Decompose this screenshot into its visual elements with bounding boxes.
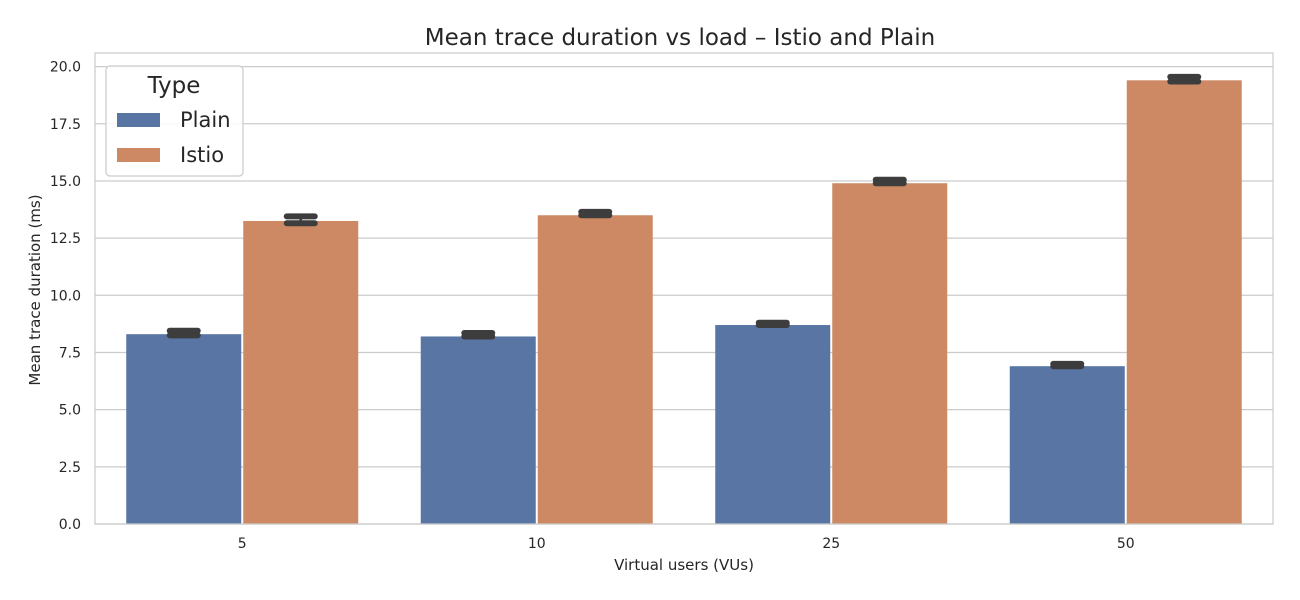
y-tick-label: 7.5	[59, 345, 81, 361]
y-tick-label: 10.0	[50, 288, 81, 304]
bars	[126, 80, 1242, 525]
y-tick-label: 0.0	[59, 517, 81, 533]
bar-plain	[1009, 366, 1125, 524]
bar-istio	[243, 220, 359, 524]
legend-swatch-istio	[117, 148, 160, 162]
y-tick-label: 12.5	[50, 231, 81, 247]
bar-istio	[1126, 80, 1242, 525]
bar-plain	[715, 325, 831, 524]
y-tick-label: 2.5	[59, 460, 81, 476]
x-tick-label: 50	[1117, 536, 1135, 552]
legend-label-plain: Plain	[180, 108, 231, 132]
bar-plain	[420, 336, 536, 524]
x-tick-label: 10	[528, 536, 546, 552]
plot-frame	[94, 52, 1274, 525]
y-tick-label: 15.0	[50, 174, 81, 190]
legend: Type Plain Istio	[105, 65, 244, 177]
x-tick-label: 25	[822, 536, 840, 552]
error-bars	[166, 73, 1202, 370]
y-tick-label: 17.5	[50, 117, 81, 133]
legend-title: Type	[147, 73, 201, 99]
bar-istio	[832, 183, 948, 524]
legend-label-istio: Istio	[180, 143, 224, 167]
bar-plain	[126, 334, 242, 524]
x-tick-label: 5	[238, 536, 247, 552]
y-tick-labels: 0.0 2.5 5.0 7.5 10.0 12.5 15.0 17.5 20.0	[50, 60, 81, 533]
bar-istio	[537, 215, 653, 524]
chart-title: Mean trace duration vs load – Istio and …	[425, 25, 935, 51]
y-tick-label: 5.0	[59, 403, 81, 419]
legend-swatch-plain	[117, 113, 160, 127]
x-tick-labels: 5 10 25 50	[238, 536, 1135, 552]
x-axis-title: Virtual users (VUs)	[614, 556, 754, 574]
y-tick-label: 20.0	[50, 60, 81, 76]
y-axis-title: Mean trace duration (ms)	[26, 194, 44, 385]
